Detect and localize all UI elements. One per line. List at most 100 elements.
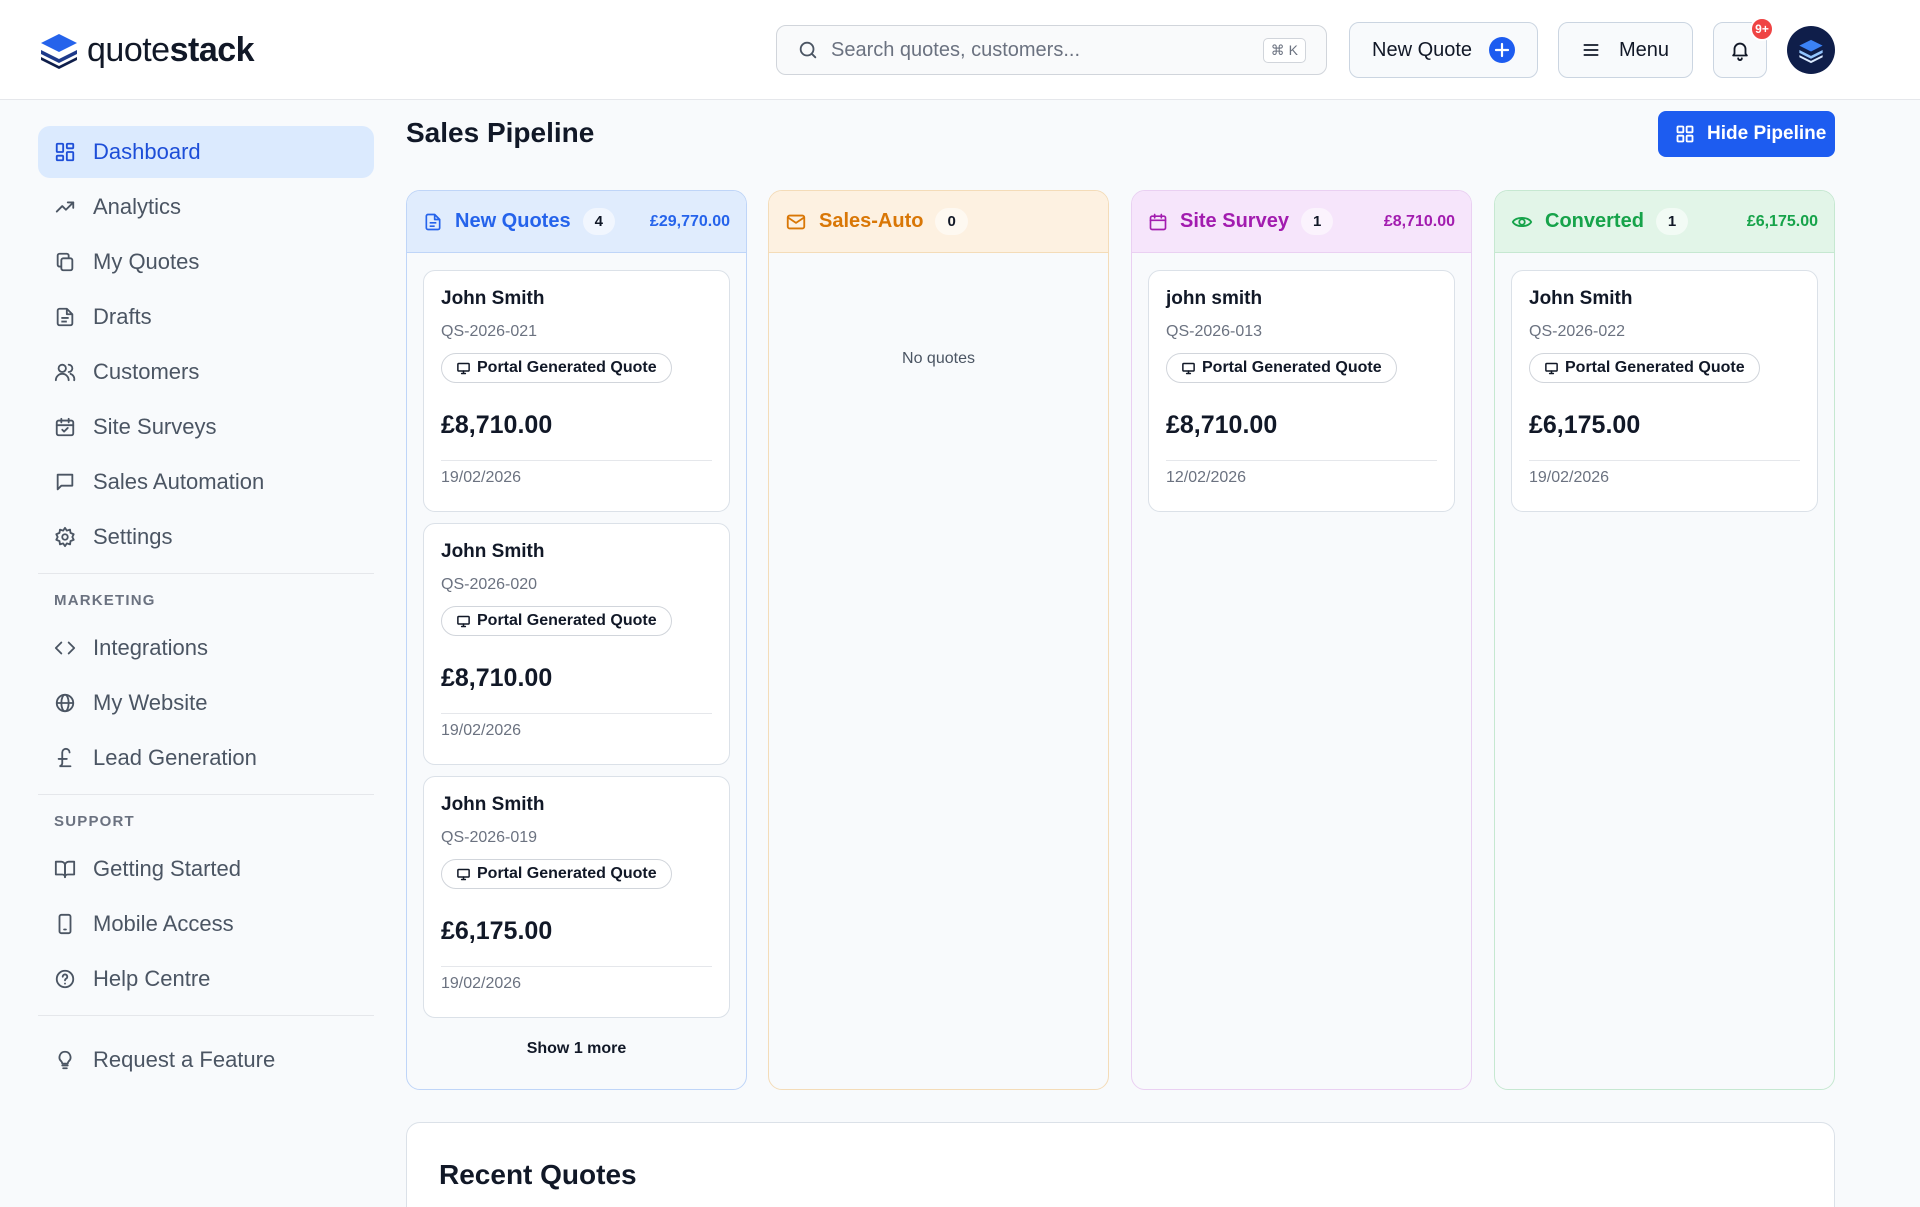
sidebar-item-my-website[interactable]: My Website: [38, 677, 374, 729]
sidebar-item-lead-generation[interactable]: Lead Generation: [38, 732, 374, 784]
column-header: Converted 1 £6,175.00: [1495, 191, 1834, 253]
card-divider: [1166, 460, 1437, 461]
column-header: Site Survey 1 £8,710.00: [1132, 191, 1471, 253]
sidebar-item-site-surveys[interactable]: Site Surveys: [38, 401, 374, 453]
pipeline-column-sales-auto: Sales-Auto 0 No quotes: [768, 190, 1109, 1090]
column-count: 4: [582, 208, 615, 235]
pipeline-column-site-survey: Site Survey 1 £8,710.00 john smith QS-20…: [1131, 190, 1472, 1090]
quote-date: 12/02/2026: [1166, 469, 1247, 486]
sidebar-item-my-quotes[interactable]: My Quotes: [38, 236, 374, 288]
eye-icon: [1511, 216, 1533, 227]
customer-name: John Smith: [441, 794, 545, 815]
menu-button[interactable]: Menu: [1558, 22, 1693, 78]
quote-date: 19/02/2026: [441, 722, 522, 739]
column-count: 0: [935, 208, 968, 235]
monitor-icon: [457, 868, 470, 880]
quote-amount: £6,175.00: [1529, 411, 1641, 439]
column-body: john smith QS-2026-013 Portal Generated …: [1132, 253, 1471, 512]
quote-reference: QS-2026-019: [441, 829, 538, 846]
sidebar-item-help-centre[interactable]: Help Centre: [38, 953, 374, 1005]
quote-card[interactable]: John Smith QS-2026-019 Portal Generated …: [423, 776, 730, 1018]
mail-icon: [786, 214, 806, 229]
search-icon: [799, 41, 817, 59]
calendar-icon: [1149, 213, 1167, 230]
sidebar-item-getting-started[interactable]: Getting Started: [38, 843, 374, 895]
quote-card[interactable]: John Smith QS-2026-021 Portal Generated …: [423, 270, 730, 512]
search-input[interactable]: Search quotes, customers... ⌘ K: [776, 25, 1327, 75]
logo-wordmark: quotestack: [87, 31, 255, 69]
column-header: New Quotes 4 £29,770.00: [407, 191, 746, 253]
monitor-icon: [1545, 362, 1558, 374]
quote-card[interactable]: john smith QS-2026-013 Portal Generated …: [1148, 270, 1455, 512]
sidebar-item-settings[interactable]: Settings: [38, 511, 374, 563]
dashboard-icon: [55, 142, 75, 162]
sidebar-divider: [38, 794, 374, 795]
sidebar-item-label: Lead Generation: [93, 745, 257, 770]
sidebar-divider: [38, 573, 374, 574]
quote-source-label: Portal Generated Quote: [477, 612, 657, 629]
hide-pipeline-label: Hide Pipeline: [1707, 123, 1827, 144]
card-divider: [441, 460, 712, 461]
quote-amount: £8,710.00: [441, 411, 553, 439]
menu-label: Menu: [1619, 38, 1670, 61]
new-quote-label: New Quote: [1372, 38, 1473, 61]
customer-name: John Smith: [1529, 288, 1633, 309]
sidebar-item-drafts[interactable]: Drafts: [38, 291, 374, 343]
card-divider: [441, 966, 712, 967]
user-avatar[interactable]: [1787, 26, 1835, 74]
page-title: Sales Pipeline: [406, 117, 595, 148]
sidebar: Dashboard Analytics My Quotes Drafts Cus…: [38, 126, 374, 1089]
gear-icon: [55, 526, 75, 548]
stack-logo-icon: [41, 34, 77, 69]
plus-circle-icon: [1489, 37, 1515, 63]
quote-date: 19/02/2026: [1529, 469, 1610, 486]
marketing-section-label: MARKETING: [54, 592, 156, 609]
sidebar-item-request-feature[interactable]: Request a Feature: [38, 1034, 374, 1086]
copy-icon: [56, 252, 74, 272]
sidebar-item-sales-automation[interactable]: Sales Automation: [38, 456, 374, 508]
sidebar-item-customers[interactable]: Customers: [38, 346, 374, 398]
quote-source-tag: Portal Generated Quote: [441, 353, 672, 383]
sidebar-item-dashboard[interactable]: Dashboard: [38, 126, 374, 178]
sidebar-item-integrations[interactable]: Integrations: [38, 622, 374, 674]
file-icon: [56, 307, 74, 327]
sidebar-item-label: Settings: [93, 524, 173, 549]
sidebar-item-analytics[interactable]: Analytics: [38, 181, 374, 233]
sidebar-item-label: Integrations: [93, 635, 208, 660]
app-logo[interactable]: quotestack: [37, 28, 255, 72]
card-divider: [441, 713, 712, 714]
quote-source-tag: Portal Generated Quote: [1529, 353, 1760, 383]
sidebar-item-label: Customers: [93, 359, 200, 384]
quote-amount: £6,175.00: [441, 917, 553, 945]
globe-icon: [55, 693, 75, 713]
monitor-icon: [457, 362, 470, 374]
search-placeholder: Search quotes, customers...: [831, 38, 1081, 61]
sidebar-item-mobile-access[interactable]: Mobile Access: [38, 898, 374, 950]
quote-source-tag: Portal Generated Quote: [441, 606, 672, 636]
quote-reference: QS-2026-022: [1529, 323, 1626, 340]
customer-name: john smith: [1166, 288, 1263, 309]
notifications-button[interactable]: 9+: [1713, 17, 1774, 78]
column-title: Converted: [1545, 210, 1644, 232]
hide-pipeline-button[interactable]: Hide Pipeline: [1658, 111, 1835, 157]
show-more-button[interactable]: Show 1 more: [526, 1040, 627, 1057]
monitor-icon: [457, 615, 470, 627]
monitor-icon: [1182, 362, 1195, 374]
quote-reference: QS-2026-020: [441, 576, 538, 593]
calendar-check-icon: [55, 417, 75, 437]
sidebar-item-label: Site Surveys: [93, 414, 217, 439]
pound-icon: [57, 747, 72, 768]
pipeline-column-converted: Converted 1 £6,175.00 John Smith QS-2026…: [1494, 190, 1835, 1090]
search-shortcut: ⌘ K: [1262, 37, 1306, 63]
quote-card[interactable]: John Smith QS-2026-020 Portal Generated …: [423, 523, 730, 765]
new-quote-button[interactable]: New Quote: [1349, 22, 1538, 78]
quote-reference: QS-2026-021: [441, 323, 538, 340]
sidebar-item-label: Dashboard: [93, 139, 201, 164]
sidebar-item-label: Request a Feature: [93, 1047, 276, 1072]
recent-quotes-panel: Recent Quotes: [406, 1122, 1835, 1207]
hamburger-icon: [1583, 44, 1599, 56]
quote-reference: QS-2026-013: [1166, 323, 1263, 340]
lightbulb-icon: [58, 1050, 72, 1070]
quote-card[interactable]: John Smith QS-2026-022 Portal Generated …: [1511, 270, 1818, 512]
card-divider: [1529, 460, 1800, 461]
